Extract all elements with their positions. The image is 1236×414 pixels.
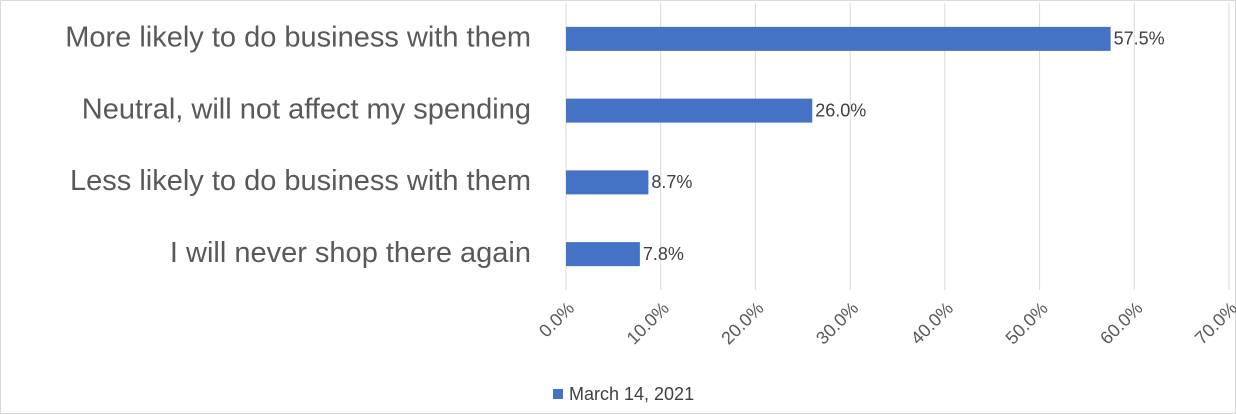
bar [566,170,649,195]
y-tick-label: I will never shop there again [170,237,531,269]
value-label: 57.5% [1114,29,1165,49]
bar [566,98,813,123]
bar [566,26,1111,51]
y-tick-label: Neutral, will not affect my spending [82,93,531,125]
value-label: 26.0% [815,100,866,120]
legend-label: March 14, 2021 [569,384,694,404]
y-tick-label: More likely to do business with them [65,22,531,54]
value-label: 7.8% [643,244,684,264]
bar [566,242,640,267]
legend-swatch [553,389,563,399]
value-label: 8.7% [651,172,692,192]
y-tick-label: Less likely to do business with them [70,165,531,197]
